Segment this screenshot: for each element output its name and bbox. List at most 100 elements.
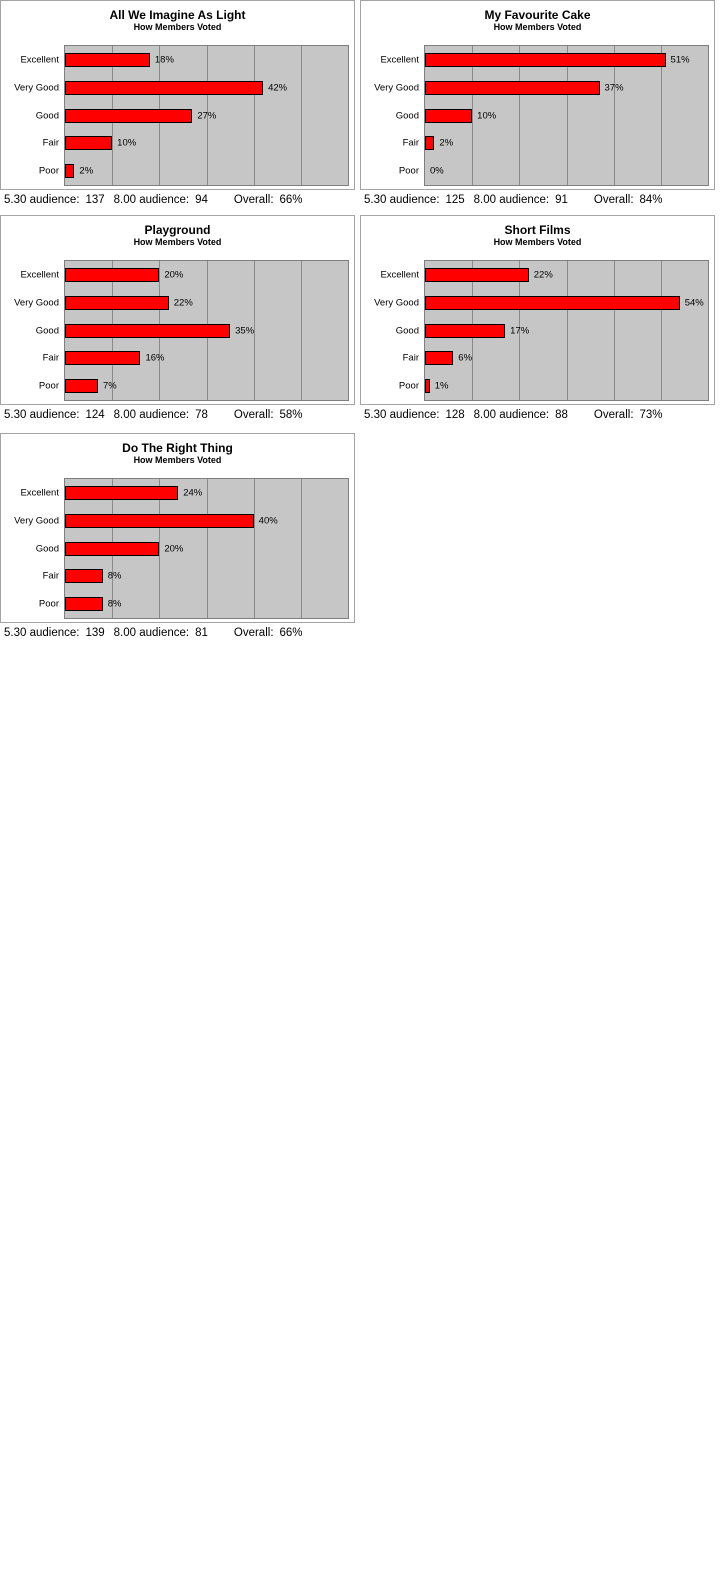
bar	[425, 295, 680, 310]
plot-area: Excellent 18% Very Good 42% Good 27% Fair 10% Po…	[14, 45, 349, 186]
value-label: 42%	[268, 82, 288, 94]
audience-530-label: 5.30 audience:	[4, 627, 80, 639]
overall-value: 66%	[279, 627, 303, 639]
bar	[65, 164, 75, 179]
value-label: 8%	[107, 598, 122, 610]
chart-panel: My Favourite Cake How Members Voted Exce…	[360, 0, 715, 190]
value-label: 6%	[458, 352, 473, 364]
value-label: 24%	[183, 487, 203, 499]
value-label: 0%	[430, 165, 444, 177]
audience-800-label: 8.00 audience:	[473, 194, 550, 206]
gridline	[472, 46, 474, 185]
chart-title: Do The Right Thing	[122, 441, 233, 455]
overall-label: Overall:	[233, 627, 274, 639]
value-label: 20%	[164, 269, 184, 281]
category-label: Poor	[38, 380, 59, 392]
category-label: Excellent	[20, 269, 59, 281]
gridline	[566, 261, 568, 400]
gridline	[519, 261, 521, 400]
chart-title: All We Imagine As Light	[109, 8, 246, 22]
overall-value: 66%	[279, 194, 303, 206]
gridline	[159, 479, 161, 618]
chart-subtitle: How Members Voted	[133, 237, 222, 247]
overall-value: 58%	[279, 409, 303, 421]
category-label: Good	[395, 110, 419, 121]
value-label: 27%	[197, 110, 217, 121]
overall-value: 84%	[639, 194, 663, 206]
category-label: Fair	[42, 137, 59, 149]
value-label: 16%	[145, 352, 165, 364]
bar	[425, 52, 666, 67]
chart-panel: Do The Right Thing How Members Voted Exc…	[0, 433, 355, 623]
value-label: 7%	[103, 380, 117, 392]
audience-530-value: 128	[445, 409, 465, 421]
chart-cell-all-we-imagine-as-light: All We Imagine As Light How Members Vote…	[0, 0, 355, 207]
gridline	[613, 261, 615, 400]
category-label: Very Good	[14, 515, 59, 527]
bar	[65, 569, 103, 584]
bar	[65, 295, 169, 310]
chart-footer: 5.30 audience: 124 8.00 audience: 78 Overall…	[0, 408, 355, 422]
category-label: Good	[35, 325, 59, 336]
value-label: 22%	[533, 269, 553, 281]
chart-title: My Favourite Cake	[484, 8, 591, 22]
audience-530-label: 5.30 audience:	[4, 194, 80, 206]
audience-800-value: 78	[195, 409, 208, 421]
gridline	[660, 46, 662, 185]
bar	[425, 267, 529, 282]
chart-subtitle: How Members Voted	[493, 22, 582, 32]
value-label: 35%	[235, 325, 255, 336]
chart-cell-my-favourite-cake: My Favourite Cake How Members Voted Exce…	[360, 0, 715, 207]
bar	[65, 597, 103, 612]
overall-label: Overall:	[593, 194, 634, 206]
gridline	[253, 479, 255, 618]
gridline	[300, 261, 302, 400]
chart-cell-playground: Playground How Members Voted Excellent 20…	[0, 215, 355, 422]
chart-footer: 5.30 audience: 137 8.00 audience: 94 Overall…	[0, 193, 355, 207]
audience-530-label: 5.30 audience:	[364, 194, 440, 206]
gridline	[519, 46, 521, 185]
gridline	[300, 479, 302, 618]
value-label: 1%	[434, 380, 449, 392]
plot-area: Excellent 24% Very Good 40% Good 20% Fair 8% Poo…	[14, 478, 349, 619]
overall-label: Overall:	[233, 409, 274, 421]
bar	[65, 485, 179, 500]
value-label: 37%	[604, 82, 624, 94]
audience-530-value: 139	[85, 627, 105, 639]
bar	[65, 379, 99, 394]
category-label: Poor	[38, 598, 59, 610]
value-label: 10%	[117, 137, 137, 149]
audience-530-label: 5.30 audience:	[4, 409, 80, 421]
chart-footer: 5.30 audience: 139 8.00 audience: 81 Overall…	[0, 626, 355, 640]
category-label: Very Good	[14, 82, 59, 94]
category-label: Very Good	[374, 82, 419, 94]
audience-800-label: 8.00 audience:	[473, 409, 550, 421]
bar	[425, 108, 473, 123]
gridline	[253, 46, 255, 185]
value-label: 40%	[258, 515, 278, 527]
value-label: 22%	[173, 297, 193, 309]
audience-530-label: 5.30 audience:	[364, 409, 440, 421]
chart-panel: Short Films How Members Voted Excellent 2…	[360, 215, 715, 405]
bar	[65, 108, 193, 123]
bar	[425, 80, 600, 95]
category-label: Poor	[38, 165, 59, 177]
audience-800-value: 91	[555, 194, 568, 206]
gridline	[206, 479, 208, 618]
plot-area: Excellent 20% Very Good 22% Good 35% Fair 16% Po…	[14, 260, 349, 401]
value-label: 2%	[439, 137, 454, 149]
overall-label: Overall:	[233, 194, 274, 206]
category-label: Fair	[402, 352, 419, 364]
bar	[65, 351, 141, 366]
chart-panel: Playground How Members Voted Excellent 20…	[0, 215, 355, 405]
value-label: 10%	[477, 110, 497, 121]
chart-title: Short Films	[504, 223, 571, 237]
overall-value: 73%	[639, 409, 663, 421]
category-label: Excellent	[380, 54, 419, 66]
plot-area: Excellent 22% Very Good 54% Good 17% Fair 6% Poo…	[374, 260, 709, 401]
category-label: Good	[35, 543, 59, 554]
value-label: 54%	[684, 297, 704, 309]
bar	[65, 80, 264, 95]
chart-subtitle: How Members Voted	[493, 237, 582, 247]
value-label: 51%	[670, 54, 690, 66]
